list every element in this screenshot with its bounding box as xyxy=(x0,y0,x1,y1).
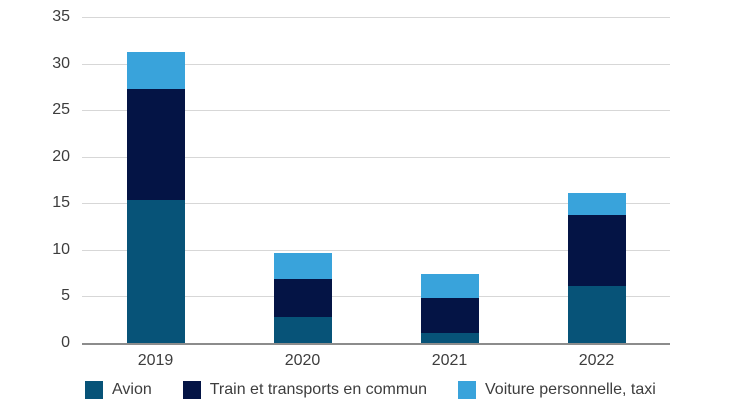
bar-segment-2019-voiture xyxy=(126,52,185,89)
legend-item-avion: Avion xyxy=(85,381,152,399)
legend-swatch-icon xyxy=(458,381,477,399)
y-tick-label-20: 20 xyxy=(52,147,70,165)
x-tick-label-2020: 2020 xyxy=(284,352,321,369)
legend-item-voiture: Voiture personnelle, taxi xyxy=(458,381,656,399)
x-tick-label-2019: 2019 xyxy=(137,352,174,369)
gridline-y15 xyxy=(82,203,670,205)
bar-2019 xyxy=(126,52,185,343)
bar-segment-2019-avion xyxy=(126,200,185,343)
bar-2021 xyxy=(420,274,479,343)
y-tick-label-0: 0 xyxy=(61,334,70,351)
bar-2022 xyxy=(567,193,626,343)
bar-segment-2021-voiture xyxy=(420,274,479,299)
bar-segment-2022-train xyxy=(567,215,626,287)
bar-segment-2022-voiture xyxy=(567,193,626,216)
gridline-y20 xyxy=(82,156,670,158)
gridline-y35 xyxy=(82,17,670,18)
legend-swatch-icon xyxy=(182,381,201,399)
y-tick-label-30: 30 xyxy=(52,54,70,72)
bar-segment-2020-voiture xyxy=(273,252,332,279)
gridline-y30 xyxy=(82,63,670,65)
x-tick-label-2022: 2022 xyxy=(578,352,615,369)
y-tick-label-25: 25 xyxy=(52,101,70,119)
y-tick-label-15: 15 xyxy=(52,194,70,212)
legend-swatch-icon xyxy=(85,381,103,399)
bar-segment-2020-avion xyxy=(273,316,332,343)
bar-segment-2021-train xyxy=(420,298,479,333)
x-axis-line xyxy=(82,343,670,345)
gridline-y5 xyxy=(82,296,670,298)
legend-item-train: Train et transports en commun xyxy=(182,381,428,399)
bar-2020 xyxy=(273,252,332,343)
bar-segment-2020-train xyxy=(273,278,332,317)
gridline-y10 xyxy=(82,249,670,251)
legend-label: Voiture personnelle, taxi xyxy=(485,381,656,398)
bar-segment-2021-avion xyxy=(420,332,479,343)
chart-legend: Avion Train et transports en commun Voitur… xyxy=(85,381,656,399)
legend-label: Avion xyxy=(112,381,152,398)
y-tick-label-5: 5 xyxy=(61,287,70,305)
legend-label: Train et transports en commun xyxy=(209,381,428,398)
x-tick-label-2021: 2021 xyxy=(431,352,468,369)
y-tick-label-35: 35 xyxy=(52,8,70,25)
gridline-y25 xyxy=(82,110,670,112)
bar-segment-2022-avion xyxy=(567,286,626,343)
y-tick-label-10: 10 xyxy=(52,240,70,258)
bar-segment-2019-train xyxy=(126,88,185,201)
